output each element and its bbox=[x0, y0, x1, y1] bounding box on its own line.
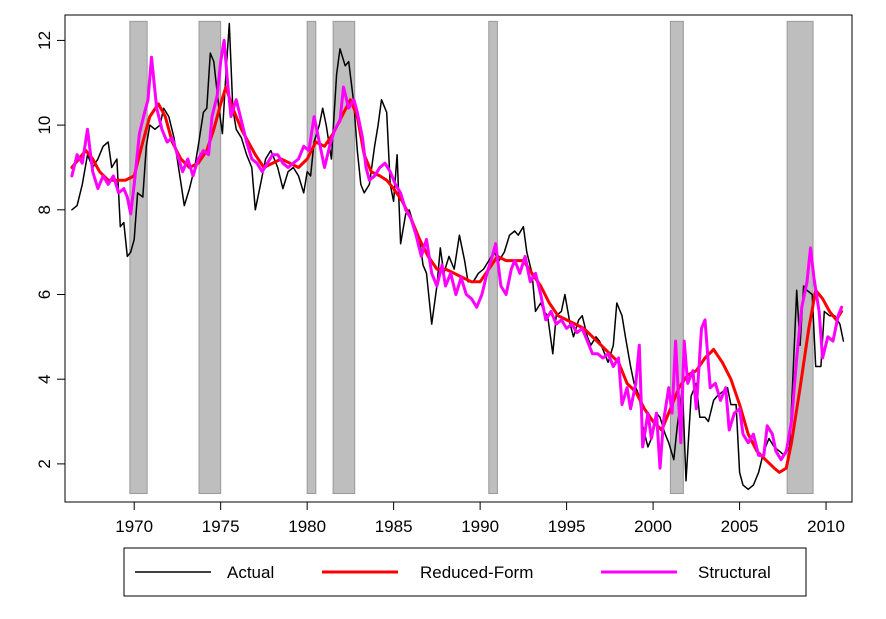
x-tick-label: 1970 bbox=[115, 517, 153, 536]
x-tick-label: 1990 bbox=[461, 517, 499, 536]
recession-band-4 bbox=[332, 20, 356, 495]
y-axis: 2 4 6 8 10 12 bbox=[35, 31, 65, 469]
recession-band-2 bbox=[198, 20, 222, 495]
legend-label-actual: Actual bbox=[227, 563, 274, 582]
y-tick-label: 6 bbox=[35, 290, 54, 299]
y-tick-label: 12 bbox=[35, 31, 54, 50]
y-tick-label: 4 bbox=[35, 374, 54, 383]
y-tick-label: 2 bbox=[35, 459, 54, 468]
recession-band-3 bbox=[306, 20, 317, 495]
x-tick-label: 1980 bbox=[288, 517, 326, 536]
legend-label-reduced-form: Reduced-Form bbox=[420, 563, 533, 582]
x-tick-label: 2010 bbox=[807, 517, 845, 536]
x-tick-label: 2005 bbox=[721, 517, 759, 536]
series-line-structural bbox=[70, 38, 844, 470]
legend: Actual Reduced-Form Structural bbox=[123, 547, 807, 597]
plot-frame bbox=[64, 14, 853, 503]
legend-label-structural: Structural bbox=[698, 563, 771, 582]
y-tick-label: 10 bbox=[35, 116, 54, 135]
x-tick-label: 1995 bbox=[548, 517, 586, 536]
legend-box bbox=[123, 547, 807, 597]
x-tick-label: 2000 bbox=[634, 517, 672, 536]
x-tick-label: 1985 bbox=[375, 517, 413, 536]
y-tick-label: 8 bbox=[35, 205, 54, 214]
series-line-actual bbox=[71, 22, 845, 491]
series-lines bbox=[70, 22, 845, 491]
x-tick-label: 1975 bbox=[202, 517, 240, 536]
x-axis: 1970 1975 1980 1985 1990 1995 2000 2005 2010 bbox=[115, 502, 845, 536]
recession-band-1 bbox=[129, 20, 148, 495]
